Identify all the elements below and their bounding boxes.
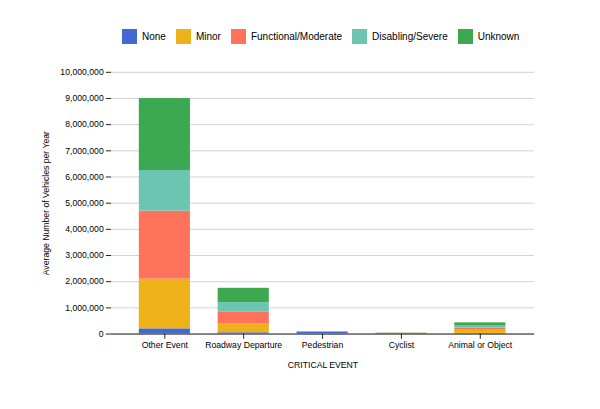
svg-text:5,000,000: 5,000,000 xyxy=(65,198,104,208)
svg-text:8,000,000: 8,000,000 xyxy=(65,119,104,129)
svg-text:0: 0 xyxy=(99,329,104,339)
svg-text:10,000,000: 10,000,000 xyxy=(60,67,104,77)
svg-text:1,000,000: 1,000,000 xyxy=(65,303,104,313)
svg-text:Animal or Object: Animal or Object xyxy=(448,340,513,350)
html-text:None: None xyxy=(142,31,166,42)
svg-text:CRITICAL EVENT: CRITICAL EVENT xyxy=(288,360,359,370)
svg-text:7,000,000: 7,000,000 xyxy=(65,146,104,156)
html-text:Functional/Moderate: Functional/Moderate xyxy=(250,31,343,42)
svg-text:Roadway Departure: Roadway Departure xyxy=(205,340,282,350)
html-text:Disabling/Severe: Disabling/Severe xyxy=(372,31,448,42)
svg-text:2,000,000: 2,000,000 xyxy=(65,276,104,286)
svg-text:3,000,000: 3,000,000 xyxy=(65,250,104,260)
svg-text:Average Number of Vehicles per: Average Number of Vehicles per Year xyxy=(41,131,51,275)
svg-text:9,000,000: 9,000,000 xyxy=(65,93,104,103)
svg-text:Other Event: Other Event xyxy=(142,340,189,350)
html-text:Minor: Minor xyxy=(195,31,221,42)
svg-text:4,000,000: 4,000,000 xyxy=(65,224,104,234)
html-text:Unknown: Unknown xyxy=(477,31,520,42)
svg-text:6,000,000: 6,000,000 xyxy=(65,172,104,182)
svg-text:Cyclist: Cyclist xyxy=(389,340,415,350)
svg-text:Pedestrian: Pedestrian xyxy=(302,340,344,350)
